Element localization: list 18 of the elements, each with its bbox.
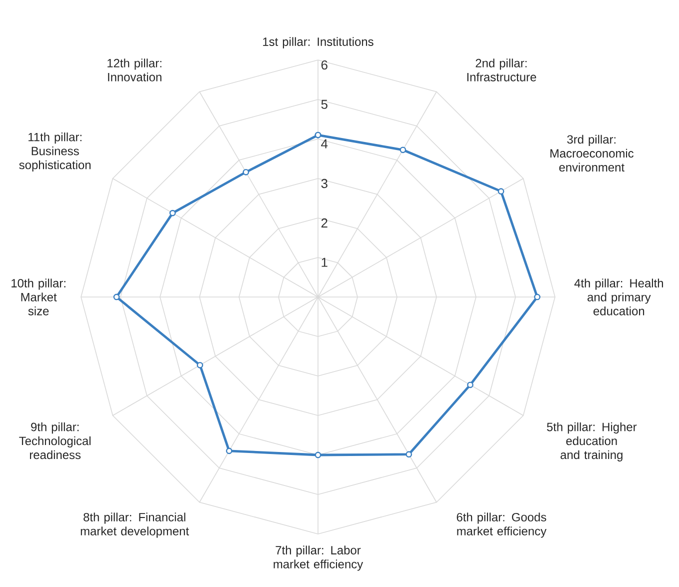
spoke-label: 10th pillar: Market size (12, 278, 66, 316)
spoke-label: 3rd pillar: Macroeconomic environment (550, 134, 634, 172)
y-tick-label: 3 (321, 178, 328, 188)
spoke-label: 6th pillar: Goods market efficiency (456, 512, 546, 538)
spoke-label: 12th pillar: Innovation (108, 58, 162, 82)
y-tick-label: 5 (321, 100, 328, 109)
spoke-label: 11th pillar: Business sophistication (19, 132, 91, 172)
y-tick-label: 2 (321, 218, 328, 228)
y-tick-label: 4 (321, 139, 328, 148)
spoke-label: 4th pillar: Health and primary education (574, 278, 663, 316)
y-tick-label: 1 (322, 258, 328, 267)
spoke-label: 1st pillar: Institutions (263, 37, 374, 48)
y-tick-label: 6 (321, 60, 328, 70)
spoke-label: 8th pillar: Financial market development (80, 512, 189, 538)
spoke-label: 2nd pillar: Infrastructure (467, 58, 536, 82)
spoke-label: 9th pillar: Technological readiness (19, 422, 91, 460)
spoke-label: 5th pillar: Higher education and training (546, 422, 637, 462)
spoke-label: 7th pillar: Labor market efficiency (274, 546, 364, 571)
